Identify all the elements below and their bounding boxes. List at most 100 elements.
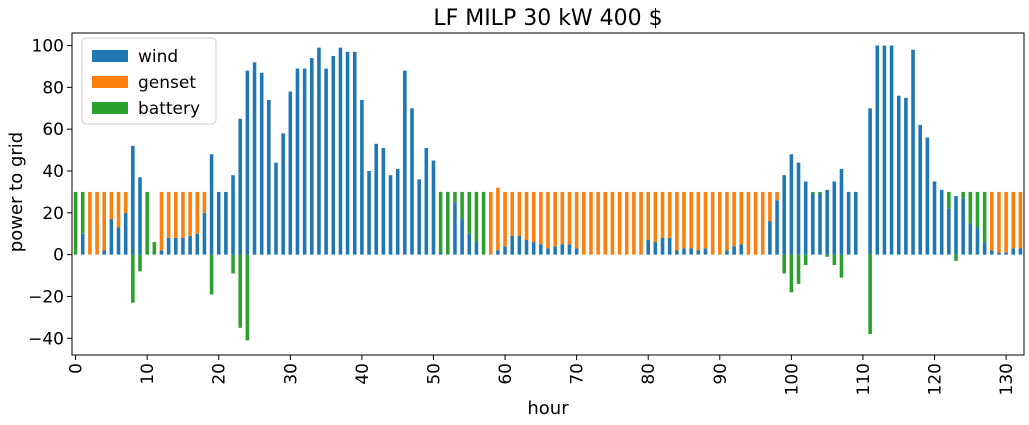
- y-tick-label: −20: [28, 287, 64, 307]
- bar-wind: [395, 168, 400, 255]
- x-tick-label: 30: [281, 363, 301, 385]
- bar-battery: [238, 254, 242, 328]
- bar-genset: [710, 191, 715, 255]
- bar-battery: [138, 254, 142, 272]
- bar-genset: [632, 191, 636, 255]
- bar-genset: [539, 191, 543, 245]
- bar-wind: [460, 219, 464, 255]
- bar-wind: [123, 212, 128, 255]
- bar-battery: [954, 254, 958, 261]
- x-tick-label: 120: [926, 363, 946, 395]
- bar-battery: [209, 254, 214, 295]
- legend-swatch-genset: [92, 76, 128, 88]
- bar-genset: [174, 191, 178, 238]
- y-tick-label: −40: [28, 329, 64, 349]
- bar-genset: [582, 191, 586, 255]
- y-tick-label: 100: [32, 37, 64, 57]
- bar-wind: [1011, 248, 1016, 255]
- bar-wind: [932, 181, 937, 255]
- bar-wind: [417, 179, 421, 255]
- plot-area: [71, 32, 1025, 356]
- bar-wind: [403, 70, 407, 255]
- y-tick-label: 60: [42, 120, 64, 140]
- bar-wind: [675, 250, 679, 255]
- y-tick-label: 20: [42, 204, 64, 224]
- bar-wind: [174, 237, 178, 255]
- bar-genset: [732, 191, 736, 247]
- bar-wind: [331, 56, 336, 255]
- bar-wind: [703, 248, 708, 255]
- bar-wind: [990, 250, 994, 255]
- bar-genset: [560, 191, 565, 245]
- bar-wind: [854, 191, 858, 255]
- x-axis-label: hour: [527, 398, 569, 419]
- bar-battery: [80, 191, 85, 234]
- bar-genset: [181, 191, 185, 238]
- bar-wind: [768, 221, 772, 255]
- bar-genset: [696, 191, 701, 251]
- bar-battery: [868, 254, 872, 335]
- bar-wind: [503, 246, 507, 255]
- bar-genset: [617, 191, 622, 255]
- bar-wind: [539, 244, 543, 255]
- bar-battery: [453, 191, 457, 203]
- bar-wind: [925, 137, 930, 255]
- bar-wind: [696, 250, 701, 255]
- bar-battery: [131, 254, 135, 303]
- bar-genset: [997, 191, 1001, 253]
- bar-wind: [231, 175, 235, 255]
- bar-genset: [524, 191, 529, 240]
- bar-wind: [1004, 252, 1008, 255]
- bar-wind: [918, 125, 922, 255]
- bar-wind: [889, 45, 894, 255]
- bar-wind: [667, 237, 672, 255]
- bar-wind: [259, 72, 264, 255]
- x-axis: 0 10 20 30 40 50 60 70 80 90 100 110 120 130: [67, 355, 1017, 395]
- bar-wind: [653, 242, 658, 255]
- bar-battery: [825, 254, 829, 257]
- plot-frame: [71, 32, 1025, 356]
- bar-wind: [531, 242, 536, 255]
- bar-genset: [1004, 191, 1008, 253]
- bar-genset: [496, 187, 500, 251]
- bar-battery: [474, 191, 479, 243]
- bar-wind: [209, 154, 214, 255]
- bar-wind: [345, 51, 350, 255]
- bar-genset: [689, 191, 693, 249]
- bar-genset: [88, 191, 92, 255]
- bar-wind: [274, 162, 278, 255]
- bar-wind: [982, 242, 987, 255]
- x-tick-label: 60: [496, 363, 516, 385]
- bar-wind: [567, 244, 572, 255]
- bar-wind: [796, 162, 801, 255]
- bar-battery: [796, 254, 801, 284]
- bar-wind: [524, 240, 529, 255]
- bar-wind: [338, 47, 343, 255]
- bar-battery: [152, 242, 157, 255]
- bar-wind: [288, 91, 293, 255]
- bar-genset: [102, 191, 106, 251]
- bar-wind: [775, 200, 779, 255]
- bar-genset: [159, 191, 164, 251]
- bar-wind: [159, 250, 164, 255]
- legend: wind genset battery: [81, 37, 217, 125]
- bar-genset: [746, 191, 751, 255]
- bar-wind: [882, 45, 887, 255]
- bar-genset: [739, 191, 744, 245]
- bar-battery: [481, 191, 486, 255]
- bar-genset: [596, 191, 600, 255]
- bar-wind: [238, 118, 242, 255]
- bar-wind: [868, 108, 872, 255]
- bar-genset: [610, 191, 615, 255]
- bar-genset: [503, 191, 507, 247]
- bar-genset: [646, 191, 650, 240]
- bar-wind: [553, 246, 557, 255]
- bar-wind: [317, 47, 321, 255]
- bar-wind: [975, 227, 980, 255]
- bar-genset: [488, 191, 493, 255]
- bar-genset: [195, 191, 200, 234]
- bar-wind: [109, 219, 114, 255]
- bar-genset: [760, 191, 765, 255]
- bar-battery: [467, 191, 472, 234]
